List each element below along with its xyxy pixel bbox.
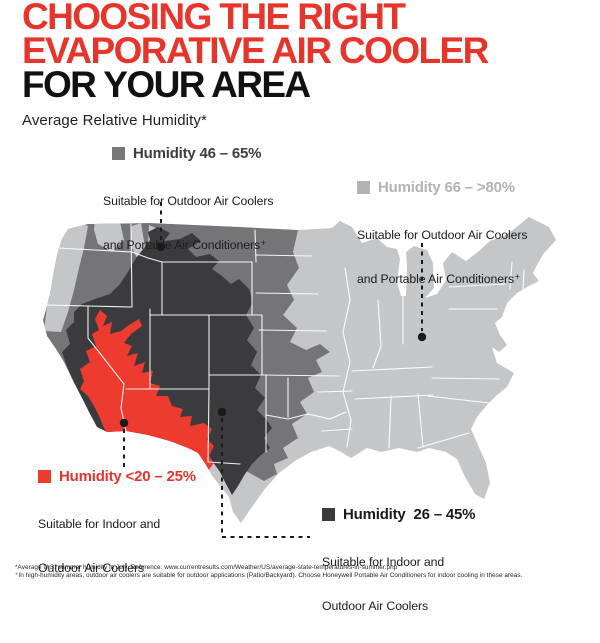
infographic: CHOOSING THE RIGHT EVAPORATIVE AIR COOLE… (15, 0, 556, 613)
legend-title-26-45: Humidity 26 – 45% (343, 506, 476, 523)
legend-swatch-26-45 (322, 508, 335, 521)
footnotes: *Average U.S. summer humidity in July. R… (15, 564, 522, 579)
callout-dot-46-65 (156, 242, 166, 252)
title-line-3: FOR YOUR AREA (22, 64, 311, 105)
legend-swatch-66-80 (357, 181, 370, 194)
footnote-reference: *Average U.S. summer humidity in July. R… (15, 564, 398, 571)
title-line-2: EVAPORATIVE AIR COOLER (22, 30, 489, 71)
legend-text-line: and Portable Air Conditioners⁺ (103, 237, 267, 252)
title-line-1: CHOOSING THE RIGHT (22, 0, 406, 37)
legend-text-line: Suitable for Outdoor Air Coolers (357, 228, 528, 243)
legend-text-line: Suitable for Outdoor Air Coolers (103, 194, 274, 209)
map-subtitle: Average Relative Humidity* (22, 112, 207, 129)
legend-title-66-80: Humidity 66 – >80% (378, 179, 515, 196)
callout-lines (123, 202, 423, 538)
legend-text-line: Outdoor Air Coolers (322, 598, 429, 613)
state-borders (45, 223, 525, 465)
legend-text-line: Suitable for Indoor and (38, 517, 161, 532)
legend-text-line: and Portable Air Conditioners⁺ (357, 271, 521, 286)
callout-dot-20-25 (119, 418, 129, 428)
legend-humidity-46-65: Humidity 46 – 65% Suitable for Outdoor A… (103, 145, 274, 282)
callout-line-26-45 (221, 418, 310, 538)
legend-swatch-20-25 (38, 470, 51, 483)
legend-title-20-25: Humidity <20 – 25% (59, 468, 196, 485)
page-title: CHOOSING THE RIGHT EVAPORATIVE AIR COOLE… (22, 0, 489, 105)
legend-text-line: Suitable for Indoor and (322, 555, 445, 570)
legend-text-line: Outdoor Air Coolers (38, 560, 145, 575)
callout-dot-26-45 (217, 407, 227, 417)
legend-humidity-66-80: Humidity 66 – >80% Suitable for Outdoor … (357, 179, 528, 316)
us-humidity-map (43, 202, 556, 538)
callout-dot-66-80 (417, 332, 427, 342)
legend-title-46-65: Humidity 46 – 65% (133, 145, 262, 162)
legend-swatch-46-65 (112, 147, 125, 160)
footnote-high-humidity: ⁺In high-humidity areas, outdoor air coo… (15, 571, 523, 579)
callout-dots (119, 242, 427, 428)
legend-humidity-20-25: Humidity <20 – 25% Suitable for Indoor a… (38, 468, 196, 605)
